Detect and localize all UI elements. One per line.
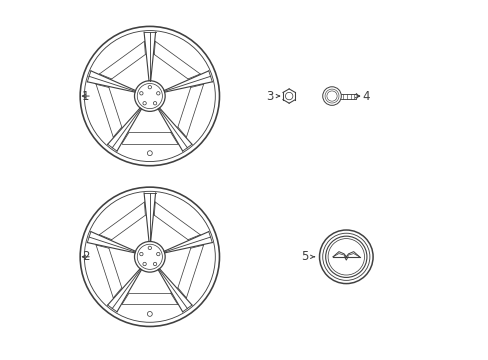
Text: 2: 2 (81, 250, 89, 263)
Text: 5: 5 (301, 250, 308, 263)
Text: 4: 4 (362, 90, 369, 103)
Text: 3: 3 (266, 90, 273, 103)
Text: 1: 1 (81, 90, 89, 103)
